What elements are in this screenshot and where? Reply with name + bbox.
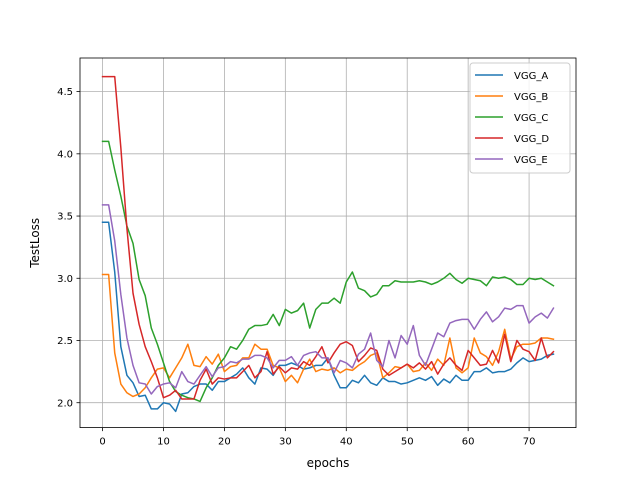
legend-label-vgg-b: VGG_B — [514, 92, 548, 103]
legend-label-vgg-d: VGG_D — [514, 134, 549, 145]
series-line-vgg-d — [101, 75, 555, 400]
plot-frame — [79, 57, 577, 429]
x-tick-label: 20 — [218, 437, 231, 448]
legend-items: VGG_A VGG_B VGG_C VGG_D VGG_E — [475, 71, 549, 166]
y-axis-label: TestLoss — [28, 218, 42, 269]
y-tick-label: 3.5 — [57, 212, 73, 223]
x-tick-label: 60 — [462, 437, 475, 448]
series-line-vgg-b — [101, 273, 555, 398]
series-line-vgg-e — [101, 204, 555, 395]
y-tick-label: 4.0 — [57, 149, 73, 160]
y-tick-label: 3.0 — [57, 274, 73, 285]
x-tick-label: 10 — [157, 437, 170, 448]
x-axis-label: epochs — [307, 456, 350, 470]
series-lines — [101, 75, 555, 413]
x-tick-label: 40 — [340, 437, 353, 448]
x-tick-label: 70 — [523, 437, 536, 448]
y-tick-label: 4.5 — [57, 87, 73, 98]
legend-box — [469, 62, 571, 174]
x-tick-label: 0 — [99, 437, 105, 448]
legend: VGG_A VGG_B VGG_C VGG_D VGG_E — [469, 62, 571, 174]
y-tick-label: 2.0 — [57, 398, 73, 409]
legend-label-vgg-e: VGG_E — [514, 155, 548, 166]
legend-label-vgg-c: VGG_C — [514, 113, 548, 124]
axes: 0 10 20 30 40 50 60 70 2.0 2.5 3.0 3.5 4.0 4.5 — [57, 87, 535, 447]
x-tick-label: 50 — [401, 437, 414, 448]
y-tick-label: 2.5 — [57, 336, 73, 347]
legend-label-vgg-a: VGG_A — [514, 71, 548, 82]
x-tick-label: 30 — [279, 437, 292, 448]
